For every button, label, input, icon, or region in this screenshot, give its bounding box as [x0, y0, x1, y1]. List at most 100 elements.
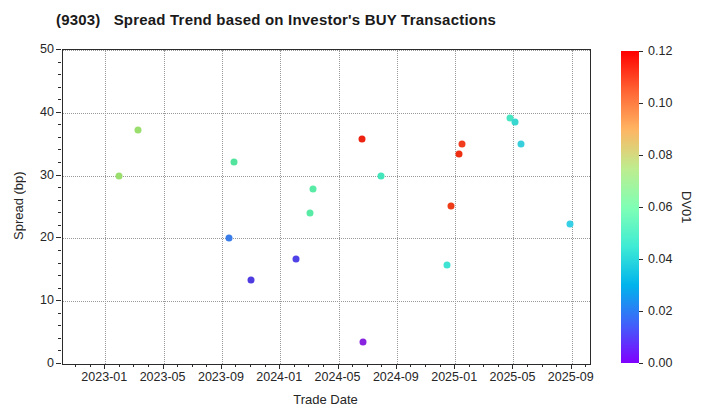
data-point: [458, 141, 465, 148]
x-tick-label: 2023-05: [140, 370, 186, 384]
y-minor-tick: [58, 338, 61, 339]
data-point: [456, 151, 463, 158]
y-minor-tick: [58, 350, 61, 351]
x-minor-tick: [119, 364, 120, 367]
x-gridline: [455, 50, 456, 364]
x-tick: [279, 364, 280, 369]
colorbar-tick-label: 0.00: [648, 356, 672, 370]
y-minor-tick: [58, 275, 61, 276]
x-minor-tick: [192, 364, 193, 367]
x-tick: [454, 364, 455, 369]
y-minor-tick: [58, 162, 61, 163]
x-tick: [571, 364, 572, 369]
x-tick: [163, 364, 164, 369]
x-gridline: [164, 50, 165, 364]
y-minor-tick: [58, 313, 61, 314]
figure: (9303) Spread Trend based on Investor's …: [0, 0, 720, 420]
y-tick: [56, 49, 61, 50]
data-point: [566, 220, 573, 227]
chart-title: (9303) Spread Trend based on Investor's …: [56, 11, 496, 28]
colorbar-tick-label: 0.06: [648, 200, 672, 214]
x-minor-tick: [294, 364, 295, 367]
y-minor-tick: [58, 263, 61, 264]
x-tick-label: 2025-09: [548, 370, 594, 384]
x-tick: [396, 364, 397, 369]
colorbar-tick-label: 0.10: [648, 96, 672, 110]
x-minor-tick: [440, 364, 441, 367]
y-tick-label: 0: [2, 356, 54, 370]
x-tick: [221, 364, 222, 369]
colorbar: [621, 51, 639, 363]
x-gridline: [280, 50, 281, 364]
x-minor-tick: [410, 364, 411, 367]
x-axis-label: Trade Date: [62, 392, 589, 407]
x-minor-tick: [585, 364, 586, 367]
x-tick: [338, 364, 339, 369]
x-tick-label: 2024-09: [373, 370, 419, 384]
y-tick: [56, 363, 61, 364]
data-point: [377, 173, 384, 180]
colorbar-tick-label: 0.12: [648, 44, 672, 58]
data-point: [306, 209, 313, 216]
data-point: [358, 135, 365, 142]
x-minor-tick: [148, 364, 149, 367]
x-gridline: [339, 50, 340, 364]
y-minor-tick: [58, 250, 61, 251]
x-tick-label: 2025-01: [431, 370, 477, 384]
data-point: [292, 256, 299, 263]
x-tick-label: 2024-05: [315, 370, 361, 384]
y-tick-label: 30: [2, 168, 54, 182]
colorbar-tick-label: 0.02: [648, 304, 672, 318]
y-gridline: [63, 50, 590, 51]
y-gridline: [63, 176, 590, 177]
y-minor-tick: [58, 288, 61, 289]
data-point: [225, 235, 232, 242]
colorbar-tick: [639, 103, 643, 104]
data-point: [135, 127, 142, 134]
x-tick-label: 2023-01: [81, 370, 127, 384]
y-minor-tick: [58, 87, 61, 88]
y-minor-tick: [58, 124, 61, 125]
x-gridline: [105, 50, 106, 364]
x-minor-tick: [469, 364, 470, 367]
y-minor-tick: [58, 212, 61, 213]
y-minor-tick: [58, 187, 61, 188]
x-minor-tick: [323, 364, 324, 367]
x-minor-tick: [527, 364, 528, 367]
x-tick-label: 2025-05: [490, 370, 536, 384]
x-tick-label: 2023-09: [198, 370, 244, 384]
colorbar-tick: [639, 259, 643, 260]
y-tick-label: 10: [2, 293, 54, 307]
y-minor-tick: [58, 74, 61, 75]
colorbar-tick: [639, 155, 643, 156]
data-point: [359, 339, 366, 346]
data-point: [443, 262, 450, 269]
x-minor-tick: [483, 364, 484, 367]
colorbar-tick: [639, 311, 643, 312]
y-tick-label: 40: [2, 105, 54, 119]
x-tick: [512, 364, 513, 369]
y-tick-label: 50: [2, 42, 54, 56]
x-minor-tick: [352, 364, 353, 367]
x-gridline: [572, 50, 573, 364]
plot-area: [62, 49, 591, 365]
x-minor-tick: [133, 364, 134, 367]
data-point: [248, 276, 255, 283]
y-minor-tick: [58, 225, 61, 226]
colorbar-tick: [639, 51, 643, 52]
y-tick: [56, 112, 61, 113]
y-tick: [56, 300, 61, 301]
x-minor-tick: [556, 364, 557, 367]
data-point: [511, 119, 518, 126]
y-gridline: [63, 301, 590, 302]
y-minor-tick: [58, 200, 61, 201]
x-minor-tick: [381, 364, 382, 367]
data-point: [116, 172, 123, 179]
x-minor-tick: [367, 364, 368, 367]
x-gridline: [513, 50, 514, 364]
y-minor-tick: [58, 137, 61, 138]
y-tick: [56, 175, 61, 176]
y-gridline: [63, 113, 590, 114]
x-gridline: [397, 50, 398, 364]
x-minor-tick: [308, 364, 309, 367]
